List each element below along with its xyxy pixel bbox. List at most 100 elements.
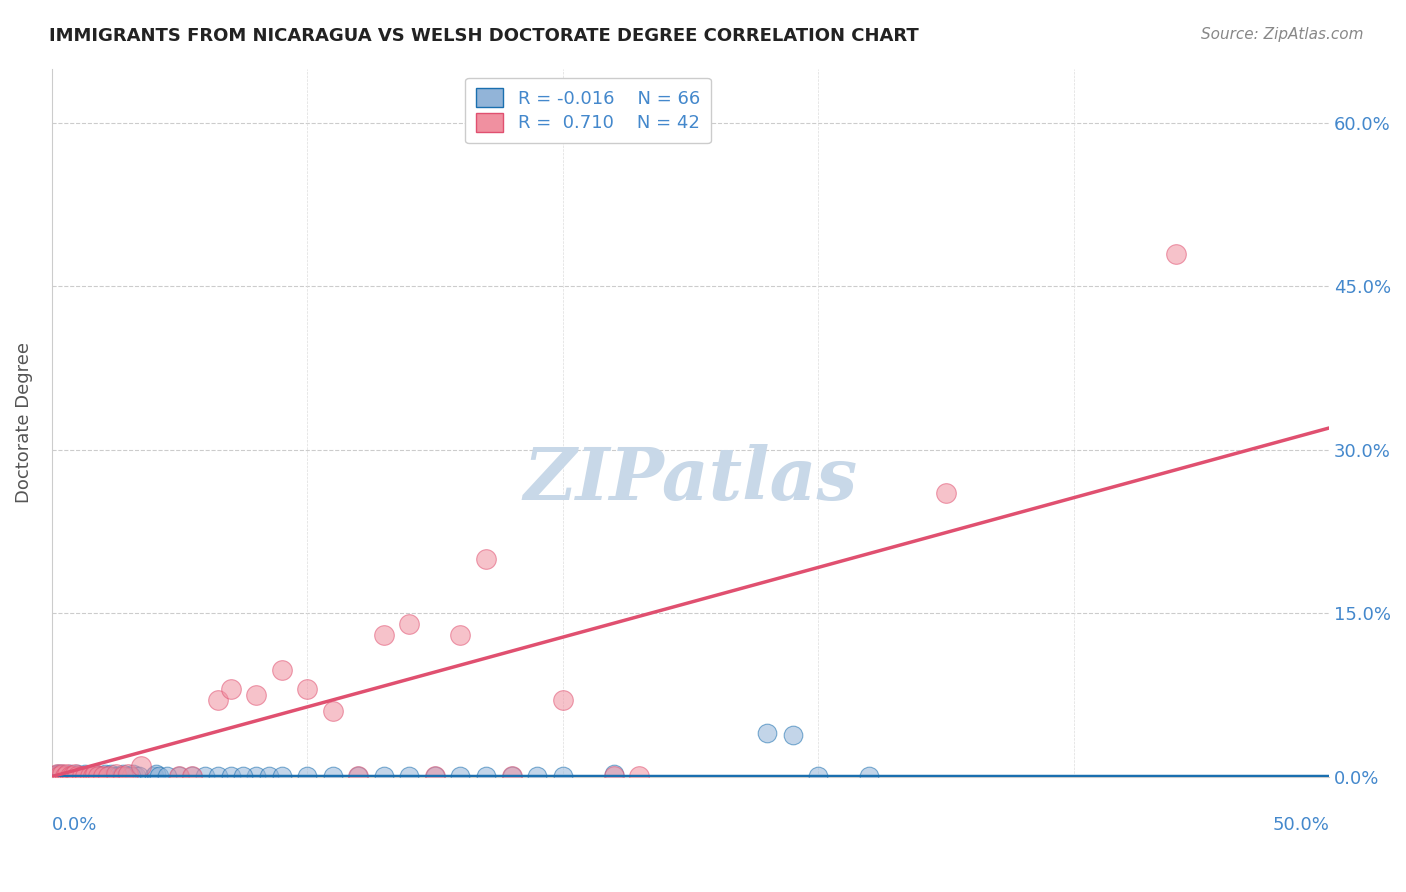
- Point: [63, 767, 86, 781]
- Point: [501, 768, 523, 782]
- Point: [295, 682, 318, 697]
- Point: [104, 767, 127, 781]
- Point: [807, 768, 830, 782]
- Point: [51, 767, 73, 781]
- Point: [245, 768, 267, 782]
- Point: [603, 768, 626, 782]
- Point: [104, 768, 127, 782]
- Point: [87, 768, 110, 782]
- Point: [475, 551, 498, 566]
- Point: [59, 768, 82, 782]
- Point: [84, 767, 107, 781]
- Y-axis label: Doctorate Degree: Doctorate Degree: [15, 342, 32, 503]
- Point: [782, 728, 804, 742]
- Point: [91, 768, 114, 782]
- Point: [145, 767, 167, 781]
- Point: [44, 768, 66, 782]
- Point: [194, 768, 217, 782]
- Point: [117, 767, 139, 781]
- Point: [59, 767, 82, 781]
- Point: [398, 768, 420, 782]
- Point: [73, 768, 96, 782]
- Point: [207, 693, 229, 707]
- Point: [60, 768, 83, 782]
- Point: [110, 768, 132, 782]
- Point: [219, 682, 242, 697]
- Point: [245, 688, 267, 702]
- Point: [82, 768, 104, 782]
- Point: [373, 628, 395, 642]
- Point: [56, 768, 79, 782]
- Point: [101, 768, 124, 782]
- Legend: R = -0.016    N = 66, R =  0.710    N = 42: R = -0.016 N = 66, R = 0.710 N = 42: [465, 78, 711, 144]
- Point: [114, 768, 136, 782]
- Text: ZIPatlas: ZIPatlas: [523, 443, 858, 515]
- Point: [53, 768, 76, 782]
- Point: [373, 768, 395, 782]
- Point: [125, 768, 148, 782]
- Point: [84, 767, 107, 781]
- Point: [1164, 246, 1187, 260]
- Point: [169, 768, 191, 782]
- Point: [72, 768, 94, 782]
- Point: [53, 768, 76, 782]
- Point: [270, 663, 292, 677]
- Point: [858, 768, 880, 782]
- Point: [66, 767, 89, 781]
- Point: [551, 768, 574, 782]
- Point: [232, 768, 254, 782]
- Point: [122, 767, 145, 781]
- Point: [935, 486, 957, 500]
- Point: [475, 768, 498, 782]
- Point: [69, 768, 91, 782]
- Point: [48, 768, 70, 782]
- Point: [107, 768, 129, 782]
- Point: [97, 768, 120, 782]
- Point: [66, 768, 89, 782]
- Point: [48, 767, 70, 781]
- Point: [79, 768, 101, 782]
- Point: [97, 768, 120, 782]
- Point: [148, 768, 170, 782]
- Point: [181, 768, 204, 782]
- Point: [322, 768, 344, 782]
- Point: [82, 768, 104, 782]
- Point: [526, 768, 548, 782]
- Point: [322, 704, 344, 718]
- Text: 0.0%: 0.0%: [52, 815, 97, 833]
- Point: [450, 768, 472, 782]
- Point: [501, 768, 523, 782]
- Point: [72, 768, 94, 782]
- Point: [44, 768, 66, 782]
- Point: [270, 768, 292, 782]
- Point: [551, 693, 574, 707]
- Point: [45, 767, 67, 781]
- Point: [91, 768, 114, 782]
- Point: [347, 768, 370, 782]
- Point: [76, 768, 98, 782]
- Point: [87, 768, 110, 782]
- Point: [73, 767, 96, 781]
- Point: [94, 767, 117, 781]
- Point: [45, 767, 67, 781]
- Point: [79, 768, 101, 782]
- Point: [423, 768, 446, 782]
- Point: [603, 767, 626, 781]
- Point: [450, 628, 472, 642]
- Point: [89, 768, 111, 782]
- Point: [60, 768, 83, 782]
- Point: [44, 768, 66, 782]
- Point: [181, 768, 204, 782]
- Point: [45, 768, 67, 782]
- Point: [63, 768, 86, 782]
- Point: [169, 768, 191, 782]
- Text: Source: ZipAtlas.com: Source: ZipAtlas.com: [1201, 27, 1364, 42]
- Point: [117, 768, 139, 782]
- Point: [347, 768, 370, 782]
- Point: [128, 768, 150, 782]
- Text: 50.0%: 50.0%: [1272, 815, 1329, 833]
- Point: [207, 768, 229, 782]
- Point: [112, 768, 135, 782]
- Point: [120, 768, 142, 782]
- Point: [295, 768, 318, 782]
